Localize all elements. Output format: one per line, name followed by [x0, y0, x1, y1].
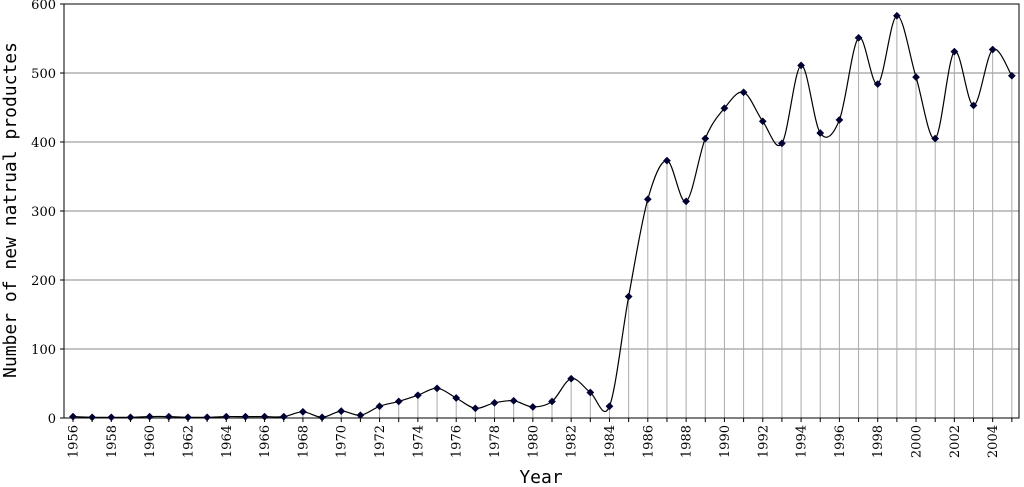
x-tick-label: 1966 [258, 425, 273, 458]
data-point [586, 388, 595, 397]
x-tick-label: 1968 [296, 425, 311, 458]
data-point [337, 407, 346, 416]
y-tick-label: 0 [48, 412, 56, 427]
data-point [548, 397, 556, 406]
x-tick-label: 1972 [373, 425, 388, 458]
x-tick-label: 1988 [680, 425, 695, 458]
data-point [528, 403, 537, 411]
data-point [298, 407, 307, 416]
x-tick-label: 1960 [143, 425, 158, 458]
data-point [931, 134, 940, 143]
x-tick-label: 1964 [220, 425, 235, 458]
data-point [433, 384, 441, 393]
x-tick-label: 2000 [910, 425, 925, 458]
data-point [777, 139, 786, 148]
x-axis-ticks: 1956 1958 1960 1962 1964 1966 1968 1970 1972 1974… [67, 418, 1013, 458]
data-point [758, 117, 767, 126]
data-point [797, 61, 806, 70]
x-tick-label: 1986 [641, 425, 656, 458]
data-point [892, 11, 901, 20]
x-tick-label: 1974 [411, 425, 426, 458]
y-tick-label: 600 [31, 0, 56, 13]
x-tick-label: 1992 [756, 425, 771, 458]
data-markers [69, 11, 1016, 422]
x-tick-label: 1996 [833, 425, 848, 458]
x-tick-label: 2004 [986, 425, 1001, 458]
data-point [375, 402, 384, 411]
x-tick-label: 1956 [67, 425, 82, 458]
y-axis-title: Number of new natrual productes [0, 42, 21, 378]
data-point [643, 195, 652, 204]
data-point [413, 391, 422, 400]
x-tick-label: 1978 [488, 425, 503, 458]
data-point [605, 402, 614, 411]
x-tick-label: 1980 [526, 425, 541, 458]
data-point [739, 88, 748, 97]
data-point [394, 397, 403, 406]
x-tick-label: 1976 [450, 425, 465, 458]
y-tick-label: 300 [31, 205, 56, 220]
data-point [567, 374, 576, 383]
x-tick-label: 1990 [718, 425, 733, 458]
x-tick-label: 1982 [565, 425, 580, 458]
data-point [509, 396, 518, 405]
x-tick-label: 1958 [105, 425, 120, 458]
data-point [873, 80, 882, 88]
y-axis-ticks: 0 100 200 300 400 500 600 [31, 0, 64, 427]
data-point [471, 404, 480, 413]
x-tick-label: 1998 [871, 425, 886, 458]
data-point [452, 394, 461, 402]
x-tick-label: 2002 [948, 425, 963, 458]
x-tick-label: 1994 [795, 425, 810, 458]
data-point [720, 104, 729, 113]
data-point [988, 45, 997, 54]
series-line [72, 15, 1013, 418]
data-point [682, 197, 691, 206]
data-point [663, 156, 671, 165]
y-tick-label: 500 [31, 67, 56, 82]
gridlines [64, 72, 1019, 350]
data-point [835, 115, 844, 124]
y-tick-label: 200 [31, 274, 56, 289]
data-point [701, 134, 710, 143]
data-point [1007, 71, 1016, 80]
data-point [912, 73, 920, 82]
data-point [969, 101, 978, 110]
data-point [816, 129, 825, 137]
data-point [624, 292, 633, 301]
y-tick-label: 400 [31, 136, 56, 151]
drop-lines [72, 15, 1013, 418]
y-tick-label: 100 [31, 343, 56, 358]
x-tick-label: 1984 [603, 425, 618, 458]
x-axis-title: Year [519, 467, 563, 487]
x-tick-label: 1970 [335, 425, 350, 458]
data-point [950, 47, 959, 56]
x-tick-label: 1962 [181, 425, 196, 458]
data-point [490, 398, 499, 407]
data-point [854, 33, 863, 42]
